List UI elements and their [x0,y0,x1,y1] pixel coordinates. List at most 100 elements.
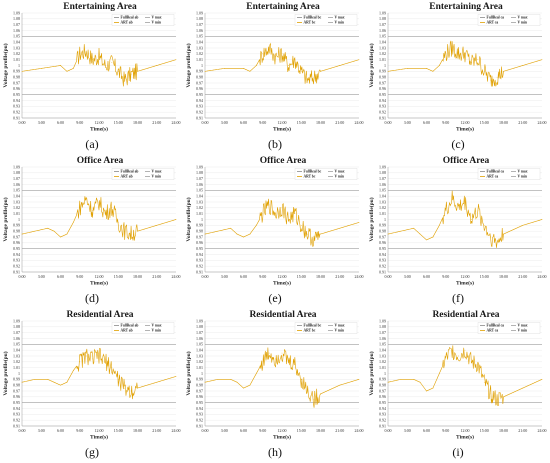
data-point [458,355,459,357]
data-point [275,213,276,215]
data-point [464,349,466,351]
y-tick-label: 0.96 [13,394,20,399]
data-point [503,396,504,398]
data-point [313,399,315,401]
y-tick-label: 1.03 [13,199,20,204]
y-tick-label: 0.96 [13,240,20,245]
data-point [281,53,283,55]
data-point [419,381,421,383]
legend-entry: ART ab [121,175,133,179]
data-point [300,70,302,72]
y-tick-label: 1.09 [379,318,386,323]
y-tick-label: 0.91 [379,269,386,274]
legend-entry: V max [335,324,345,328]
x-tick-label: 18:00 [316,274,325,279]
y-tick-label: 1.03 [379,45,386,50]
y-tick-label: 0.99 [13,69,20,74]
data-point [21,233,23,235]
x-tick-label: 0:00 [384,274,391,279]
data-point [432,387,434,389]
y-tick-label: 1.03 [196,353,203,358]
y-tick-label: 1.02 [13,205,20,210]
data-point [477,59,479,61]
x-tick-label: 15:00 [114,428,123,433]
legend-entry: V min [335,175,344,179]
legend-entry: FullReal ca [487,324,505,328]
data-point [124,387,126,389]
x-tick-label: 6:00 [57,274,64,279]
panel-label: (g) [85,445,99,459]
chart-title: Residential Area [249,310,316,320]
data-point [262,213,264,215]
y-tick-label: 1.05 [13,342,20,347]
legend-entry: V min [335,21,344,25]
y-tick-label: 0.99 [379,377,386,382]
y-tick-label: 1.06 [379,336,386,341]
y-tick-label: 0.93 [196,258,203,263]
y-tick-label: 0.99 [379,223,386,228]
x-tick-label: 0:00 [201,120,208,125]
chart-title: Office Area [77,156,124,166]
voltage-chart: Office Area0.910.920.930.940.950.960.970… [185,156,364,305]
y-tick-label: 1.08 [379,170,386,175]
panel-d: Office Area 0.91 0.92 0.93 0.94 0.95 0.96 0.97 0… [0,154,183,308]
legend-entry: ART bc [304,175,316,179]
y-tick-label: 0.93 [13,258,20,263]
y-tick-label: 0.91 [196,423,203,428]
legend-box [111,322,175,334]
data-point [275,56,276,58]
x-axis-label: Time(s) [456,434,474,441]
data-point [294,59,296,61]
y-tick-label: 0.94 [196,406,203,411]
x-tick-label: 9:00 [259,120,266,125]
x-tick-label: 12:00 [460,274,469,279]
y-tick-label: 1.09 [13,318,20,323]
y-tick-label: 0.94 [379,252,386,257]
y-tick-label: 1.01 [13,365,20,370]
data-point [175,376,177,377]
data-point [60,236,61,238]
data-point [111,367,113,369]
legend-entry: FullReal ca [487,16,505,20]
y-tick-label: 1.06 [379,28,386,33]
panel-label: (c) [451,137,464,151]
y-tick-label: 1.06 [196,182,203,187]
legend-entry: FullReal bc [304,170,322,174]
y-tick-label: 0.91 [13,115,20,120]
data-point [451,349,453,351]
y-tick-label: 0.93 [379,104,386,109]
y-tick-label: 1.03 [379,199,386,204]
y-tick-label: 1.09 [196,10,203,15]
y-tick-label: 1.08 [379,324,386,329]
data-point [339,384,341,386]
data-point [477,210,479,212]
data-point [79,361,81,363]
x-tick-label: 21:00 [152,120,161,125]
y-tick-label: 1.01 [13,57,20,62]
legend-entry: V max [518,16,528,20]
x-tick-label: 6:00 [57,120,64,125]
panel-label: (e) [268,291,281,305]
data-point [503,70,504,72]
data-point [204,381,206,383]
y-axis-label: Voltage profile(pu) [185,43,192,87]
y-tick-label: 0.91 [379,115,386,120]
x-tick-label: 3:00 [221,274,228,279]
data-point [438,224,440,226]
data-point [483,224,485,226]
x-tick-label: 12:00 [277,274,286,279]
data-point [445,210,447,212]
data-point [275,358,276,360]
legend-entry: ART bc [304,329,316,333]
x-tick-label: 24:00 [171,274,180,279]
x-tick-label: 12:00 [94,120,103,125]
data-point [255,373,257,374]
y-tick-label: 1.05 [379,34,386,39]
y-tick-label: 0.94 [13,252,20,257]
y-tick-label: 0.91 [13,423,20,428]
x-axis-label: Time(s) [273,434,291,441]
panel-i: Residential Area 0.91 0.92 0.93 0.94 0.95 0.96… [366,308,549,462]
y-tick-label: 1.08 [379,16,386,21]
